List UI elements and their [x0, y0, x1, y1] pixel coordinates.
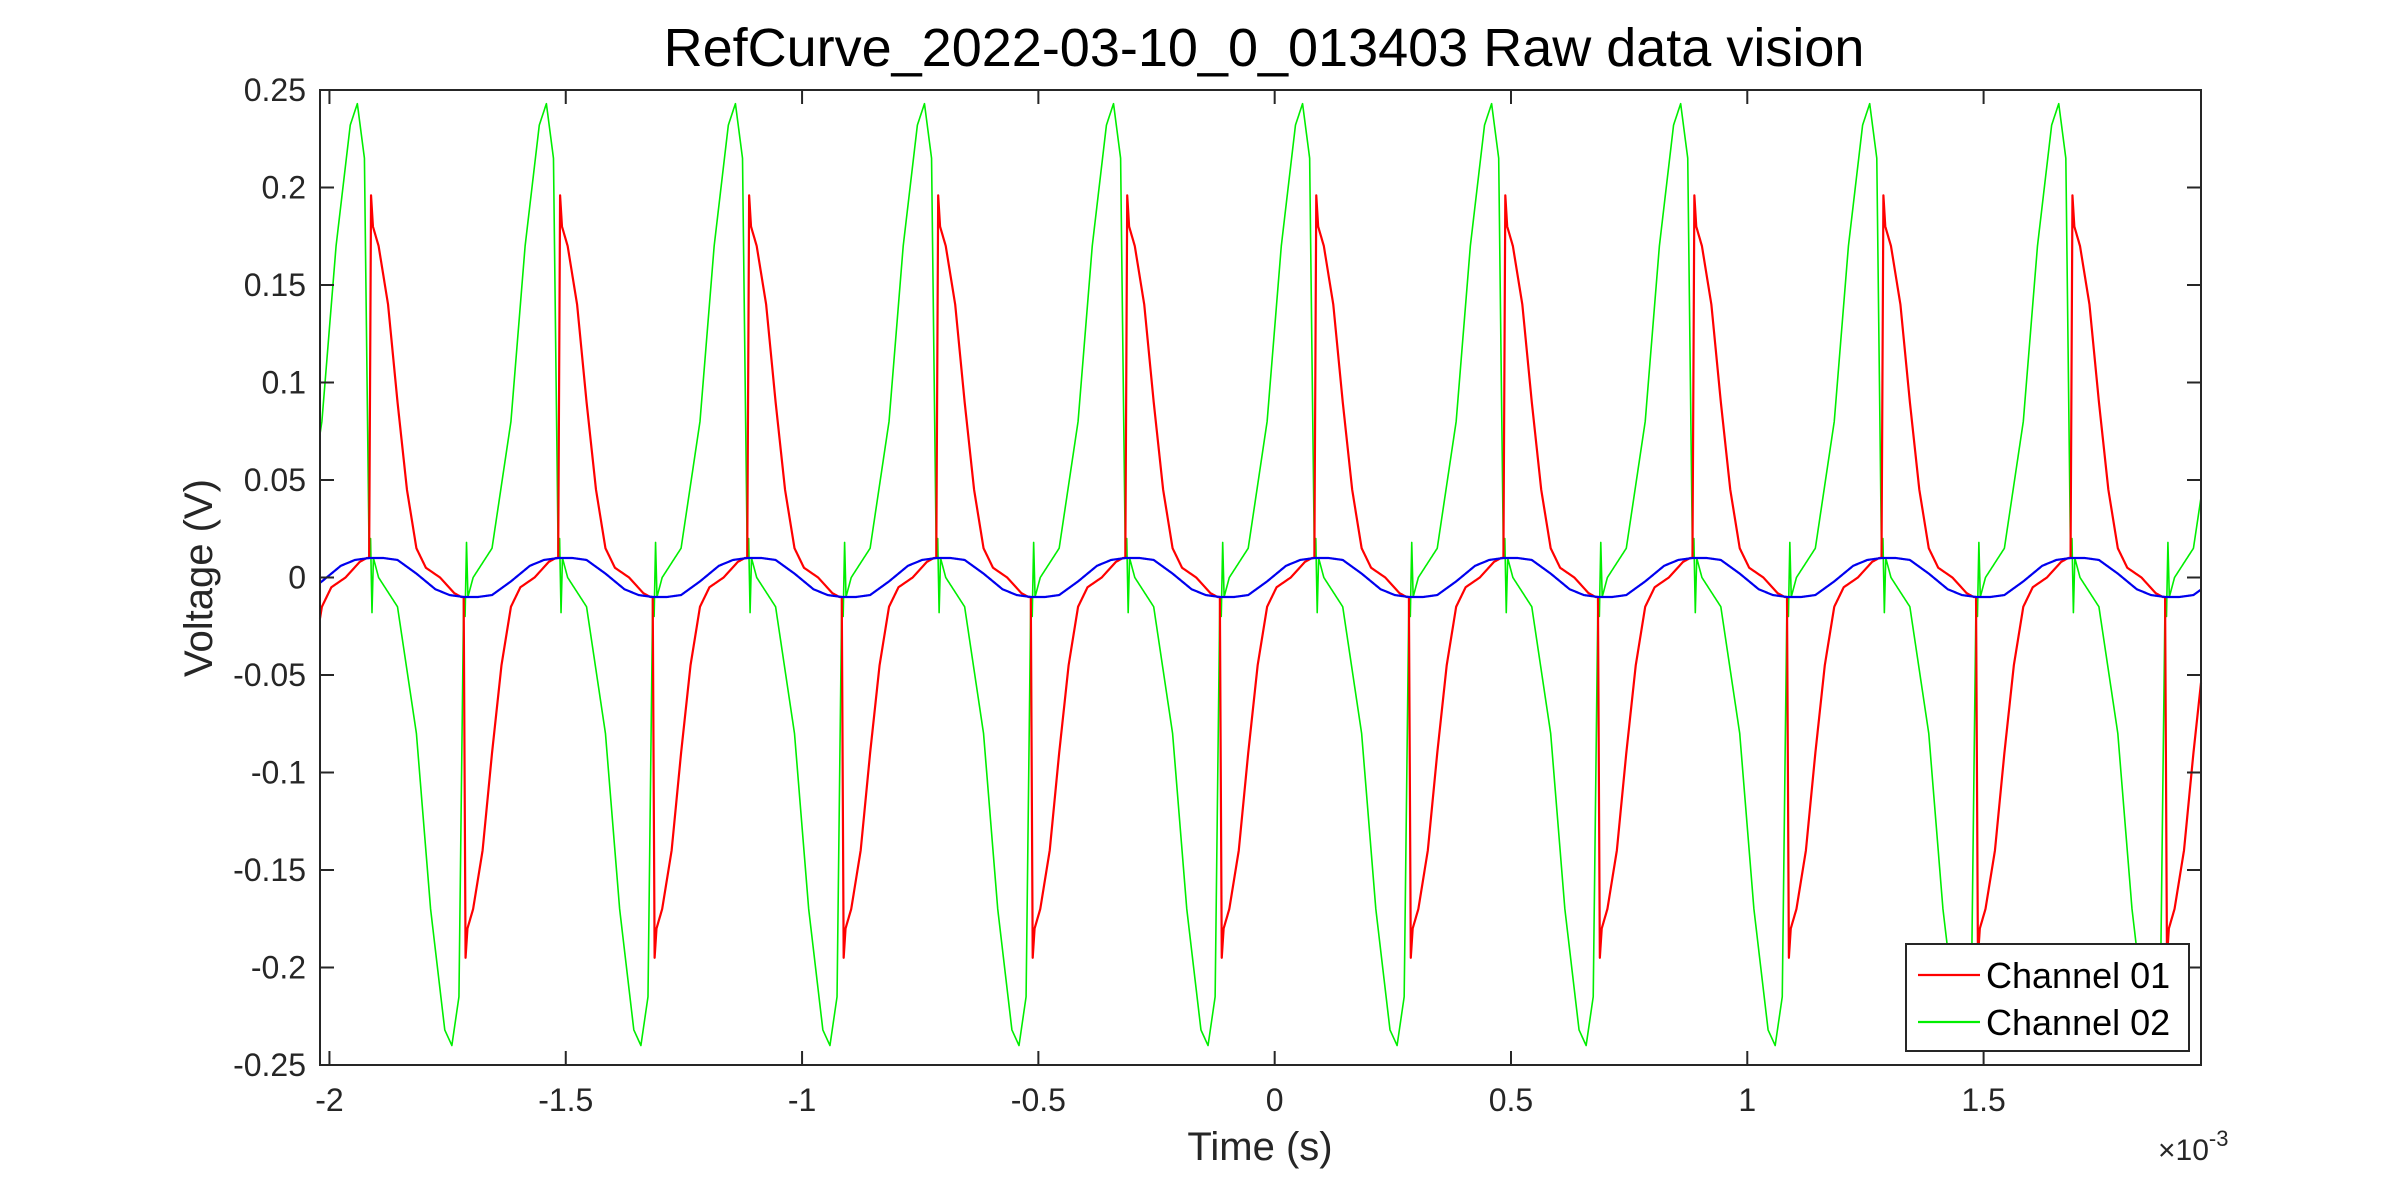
legend: Channel 01 Channel 02 — [1905, 943, 2190, 1052]
y-tick-label: 0 — [288, 560, 306, 596]
legend-label-channel-01: Channel 01 — [1986, 955, 2170, 996]
x-exponent-power: -3 — [2209, 1126, 2229, 1151]
y-tick-label: -0.25 — [233, 1047, 306, 1083]
series-channel-03 — [319, 556, 2202, 599]
x-tick-label: 0.5 — [1489, 1082, 1533, 1118]
y-tick-label: -0.05 — [233, 657, 306, 693]
y-tick-label: -0.1 — [251, 755, 306, 791]
y-tick-label: 0.2 — [262, 170, 306, 206]
x-tick-label: 1 — [1738, 1082, 1756, 1118]
legend-label-channel-02: Channel 02 — [1986, 1002, 2170, 1043]
x-tick-label: -0.5 — [1011, 1082, 1066, 1118]
x-tick-label: -1.5 — [538, 1082, 593, 1118]
x-tick-label: -1 — [788, 1082, 816, 1118]
x-tick-label: 0 — [1266, 1082, 1284, 1118]
y-tick-label: 0.1 — [262, 365, 306, 401]
y-tick-label: -0.2 — [251, 950, 306, 986]
x-axis-label: Time (s) — [1187, 1125, 1332, 1169]
axis-ticks: -2 -1.5 -1 -0.5 0 0.5 1 1.5 0.25 0.2 0.15 0.1 0.05 0 -… — [233, 72, 2201, 1118]
x-exponent-label: ×10-3 — [2158, 1126, 2228, 1167]
y-tick-label: 0.05 — [244, 462, 306, 498]
series-channel-02 — [319, 102, 2202, 1047]
x-tick-label: -2 — [315, 1082, 343, 1118]
legend-box — [1905, 943, 2190, 1052]
y-tick-label: -0.15 — [233, 852, 306, 888]
series-channel-01 — [318, 194, 2203, 959]
axes-box — [319, 89, 2202, 1066]
plot-area — [318, 102, 2203, 1047]
chart-title: RefCurve_2022-03-10_0_013403 Raw data vi… — [664, 18, 1865, 78]
x-exponent-base: ×10 — [2158, 1134, 2209, 1167]
y-tick-label: 0.15 — [244, 267, 306, 303]
y-tick-label: 0.25 — [244, 72, 306, 108]
x-tick-label: 1.5 — [1961, 1082, 2005, 1118]
y-axis-label: Voltage (V) — [177, 479, 221, 677]
